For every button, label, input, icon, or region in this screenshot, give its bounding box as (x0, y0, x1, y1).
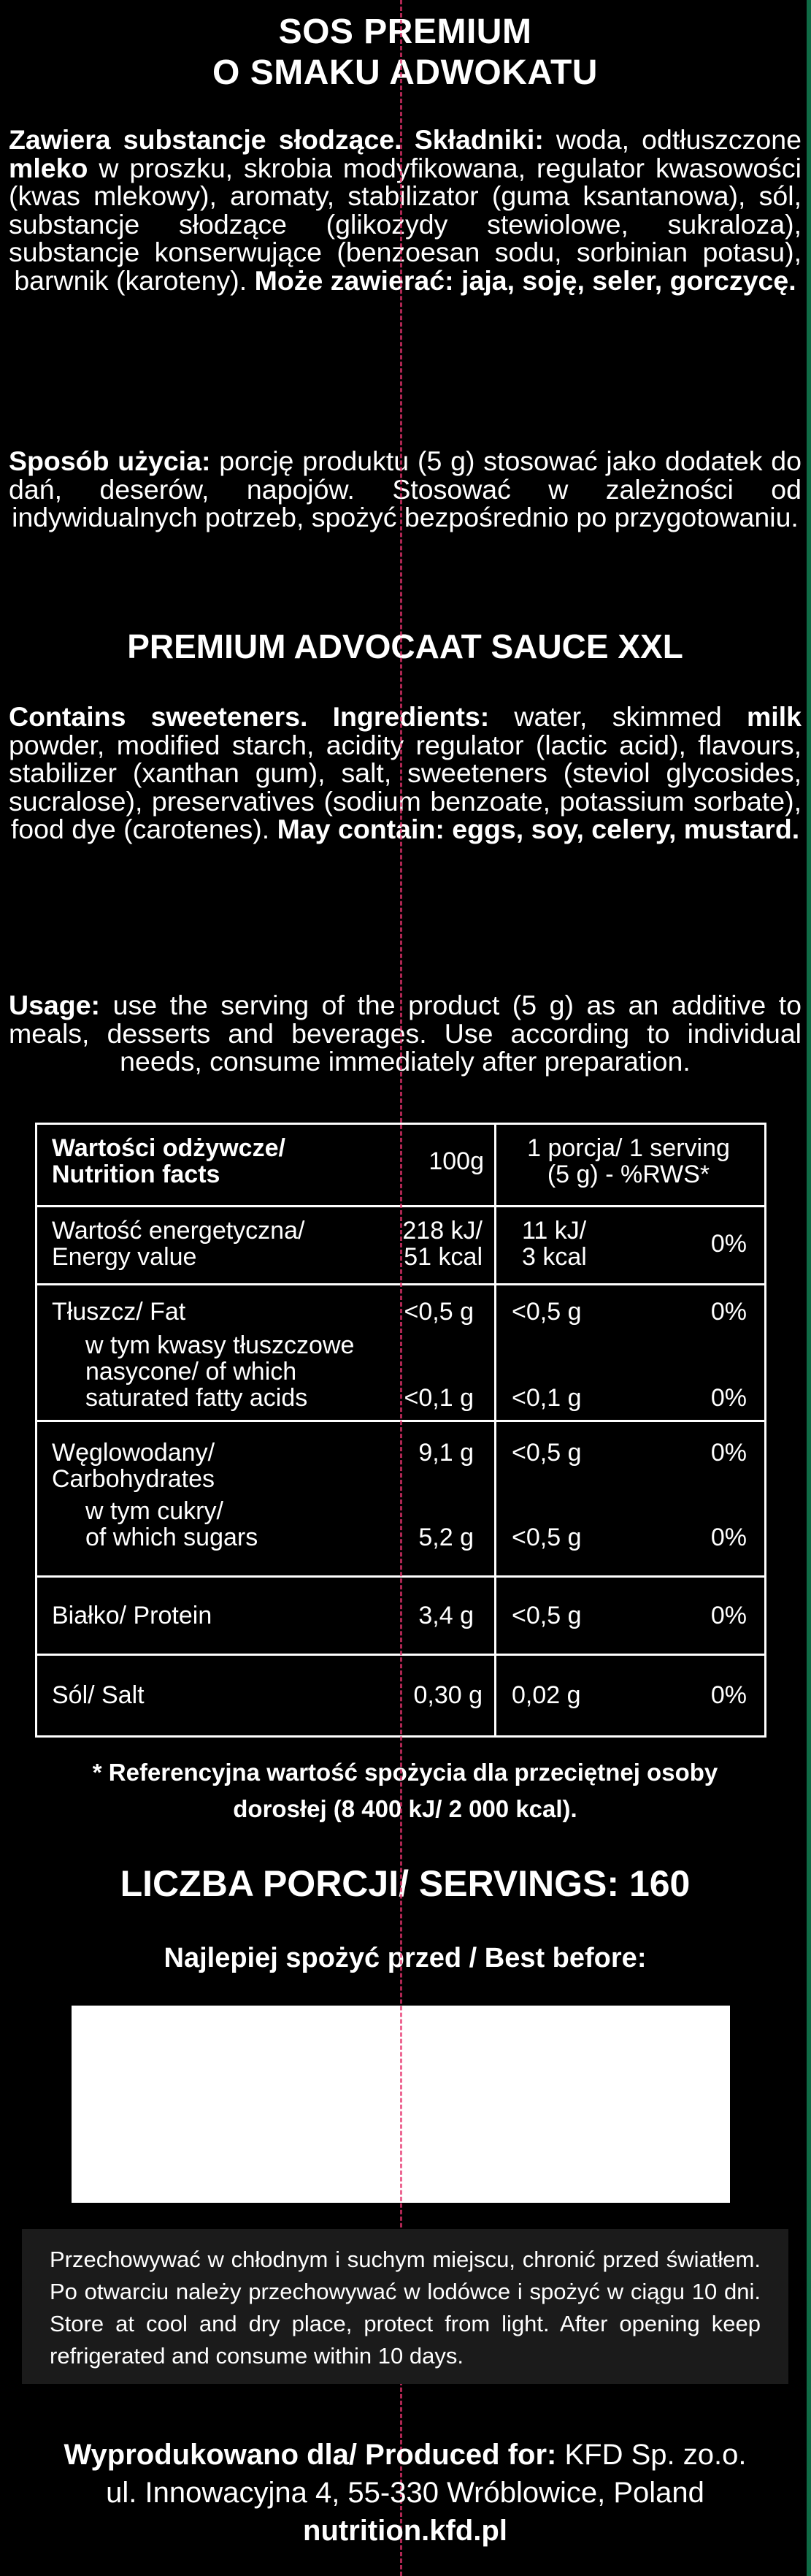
en-ingredients-text-a: water, skimmed (489, 701, 747, 732)
fat-100: <0,5 g (404, 1298, 474, 1326)
best-before-label: Najlepiej spożyć przed / Best before: (164, 1943, 647, 1973)
header-serving-2: (5 g) - %RWS* (547, 1161, 710, 1188)
pl-ingredients-text-a: woda, odtłuszczone (543, 124, 802, 155)
table-row-protein: Białko/ Protein 3,4 g <0,5 g 0% (37, 1578, 764, 1656)
fat-serving: <0,5 g (512, 1298, 582, 1326)
energy-serving-kj: 11 kJ/ (522, 1217, 587, 1245)
pl-usage: Sposób użycia: porcję produktu (5 g) sto… (9, 447, 802, 532)
pl-allergen-milk: mleko (9, 152, 88, 183)
pl-title: SOS PREMIUM O SMAKU ADWOKATU (9, 12, 802, 93)
table-row-energy: Wartość energetyczna/ Energy value 218 k… (37, 1207, 764, 1285)
en-may-contain: May contain: eggs, soy, celery, mustard. (277, 814, 800, 844)
storage-info-box: Przechowywać w chłodnym i suchym miejscu… (22, 2229, 788, 2384)
sugars-label-1: w tym cukry/ (85, 1497, 223, 1525)
carbohydrates-100: 9,1 g (418, 1439, 474, 1467)
saturated-serving: <0,1 g (512, 1384, 582, 1412)
carbohydrates-label-2: Carbohydrates (52, 1465, 215, 1493)
carbohydrates-rws: 0% (710, 1439, 747, 1467)
header-label-2: Nutrition facts (52, 1161, 220, 1188)
en-allergen-milk: milk (746, 701, 802, 732)
table-row-carbohydrates: Węglowodany/ Carbohydrates 9,1 g <0,5 g … (37, 1422, 764, 1578)
energy-100-kj: 218 kJ/ (402, 1217, 483, 1245)
en-usage: Usage: use the serving of the product (5… (9, 991, 802, 1076)
pl-ingredients-text-b: w proszku, skrobia modyfikowana, regulat… (9, 152, 802, 296)
protein-100: 3,4 g (418, 1602, 474, 1629)
salt-100: 0,30 g (413, 1681, 483, 1709)
producer-line-1: Wyprodukowano dla/ Produced for: KFD Sp.… (9, 2436, 802, 2474)
cut-line (400, 0, 402, 2576)
sugars-rws: 0% (710, 1524, 747, 1551)
producer-address: ul. Innowacyjna 4, 55-330 Wróblowice, Po… (106, 2477, 704, 2509)
pl-may-contain: Może zawierać: jaja, soję, seler, gorczy… (254, 264, 796, 296)
table-column-divider (494, 1125, 496, 1735)
carbohydrates-serving: <0,5 g (512, 1439, 582, 1467)
footnote-line-2: dorosłej (8 400 kJ/ 2 000 kcal). (233, 1795, 577, 1822)
en-ingredients: Contains sweeteners. Ingredients: water,… (9, 703, 802, 844)
protein-label: Białko/ Protein (52, 1602, 212, 1629)
protein-serving: <0,5 g (512, 1602, 582, 1629)
energy-label-1: Wartość energetyczna/ (52, 1217, 305, 1245)
saturated-label-3: saturated fatty acids (85, 1384, 308, 1412)
pl-usage-heading: Sposób użycia: (9, 446, 211, 476)
servings-count: LICZBA PORCJI/ SERVINGS: 160 (120, 1863, 691, 1904)
sugars-100: 5,2 g (418, 1524, 474, 1551)
en-ingredients-text-b: powder, modified starch, acidity regulat… (9, 729, 802, 844)
producer-info: Wyprodukowano dla/ Produced for: KFD Sp.… (9, 2436, 802, 2550)
saturated-rws: 0% (710, 1384, 747, 1412)
table-row-salt: Sól/ Salt 0,30 g 0,02 g 0% (37, 1656, 764, 1735)
saturated-label-2: nasycone/ of which (85, 1358, 297, 1386)
producer-heading: Wyprodukowano dla/ Produced for: (64, 2439, 557, 2471)
producer-name: KFD Sp. zo.o. (556, 2439, 747, 2471)
fat-label: Tłuszcz/ Fat (52, 1298, 186, 1326)
energy-serving-kcal: 3 kcal (522, 1243, 587, 1271)
en-title: PREMIUM ADVOCAAT SAUCE XXL (127, 627, 683, 665)
salt-label: Sól/ Salt (52, 1681, 145, 1709)
accent-strip (807, 0, 811, 2576)
en-usage-heading: Usage: (9, 990, 101, 1020)
footnote-line-1: * Referencyjna wartość spożycia dla prze… (92, 1759, 718, 1786)
sugars-serving: <0,5 g (512, 1524, 582, 1551)
carbohydrates-label-1: Węglowodany/ (52, 1439, 215, 1467)
header-label-1: Wartości odżywcze/ (52, 1134, 285, 1162)
reference-intake-footnote: * Referencyjna wartość spożycia dla prze… (9, 1754, 802, 1827)
pl-title-line-1: SOS PREMIUM (278, 12, 532, 51)
saturated-label-1: w tym kwasy tłuszczowe (85, 1331, 355, 1359)
energy-rws: 0% (710, 1230, 747, 1258)
saturated-100: <0,1 g (404, 1384, 474, 1412)
website-link[interactable]: nutrition.kfd.pl (303, 2515, 507, 2547)
energy-100-kcal: 51 kcal (404, 1243, 483, 1271)
header-serving-1: 1 porcja/ 1 serving (527, 1134, 730, 1162)
pl-ingredients: Zawiera substancje słodzące. Składniki: … (9, 126, 802, 294)
salt-serving: 0,02 g (512, 1681, 581, 1709)
sugars-label-2: of which sugars (85, 1524, 258, 1551)
header-100g: 100g (428, 1147, 484, 1175)
pl-title-line-2: O SMAKU ADWOKATU (212, 53, 598, 92)
pl-usage-text: porcję produktu (5 g) stosować jako doda… (9, 446, 802, 532)
protein-rws: 0% (710, 1602, 747, 1629)
fat-rws: 0% (710, 1298, 747, 1326)
energy-label-2: Energy value (52, 1243, 197, 1271)
salt-rws: 0% (710, 1681, 747, 1709)
storage-instructions: Przechowywać w chłodnym i suchym miejscu… (50, 2247, 761, 2369)
en-ingredients-heading: Contains sweeteners. Ingredients: (9, 701, 490, 732)
en-usage-text: use the serving of the product (5 g) as … (9, 990, 802, 1077)
pl-ingredients-heading: Zawiera substancje słodzące. Składniki: (9, 124, 544, 155)
